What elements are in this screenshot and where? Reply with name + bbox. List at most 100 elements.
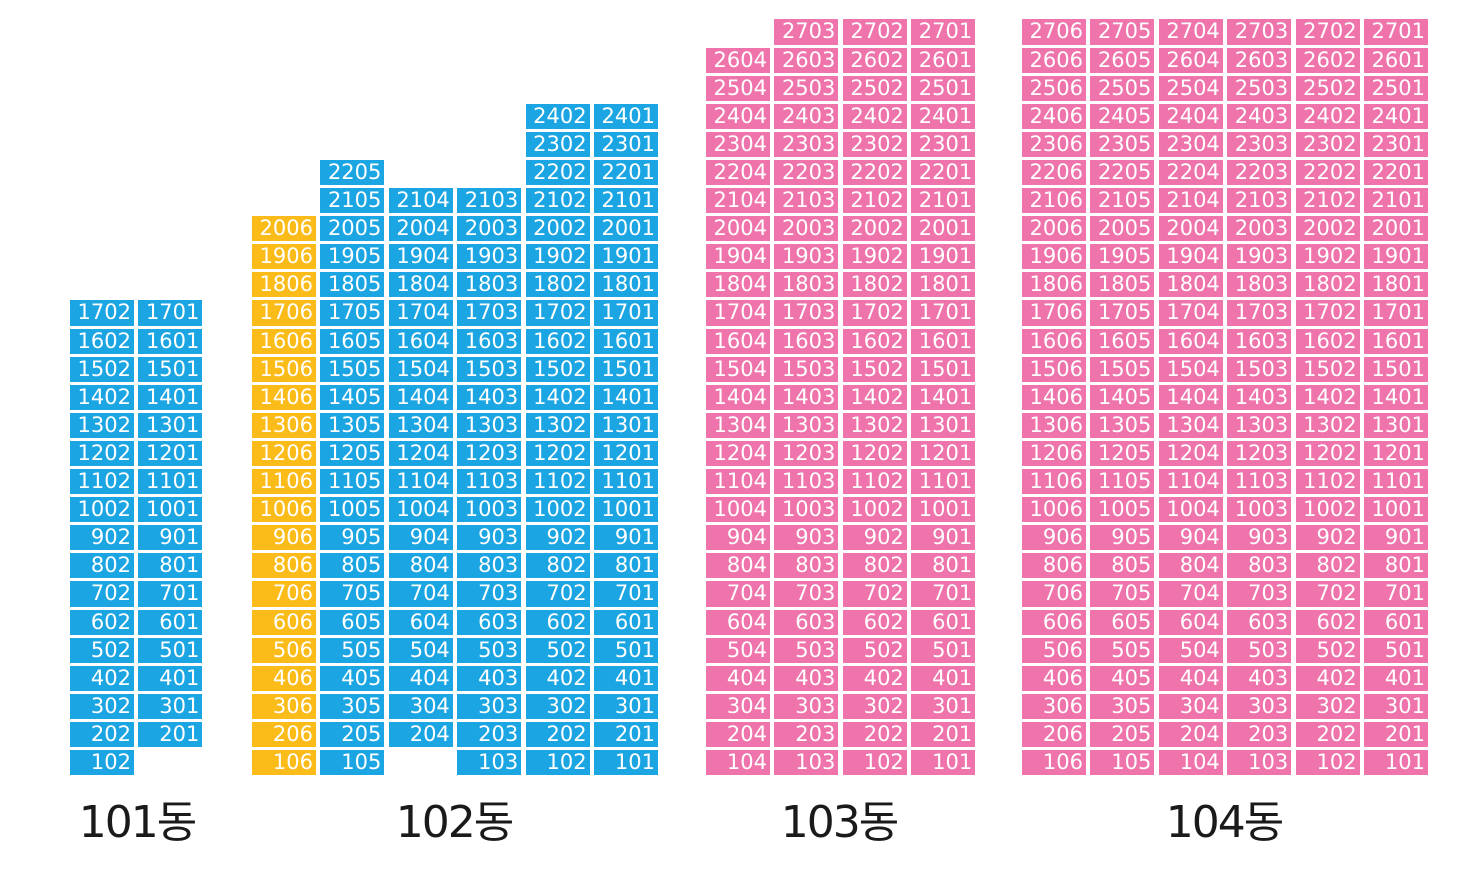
unit-905: 905 [320, 525, 385, 551]
unit-2103: 2103 [774, 188, 839, 214]
unit-1906: 1906 [1022, 244, 1086, 270]
unit-1304: 1304 [706, 412, 770, 438]
unit-1601: 1601 [911, 328, 976, 354]
unit-303: 303 [774, 693, 839, 719]
unit-1103: 1103 [774, 469, 839, 495]
unit-1101: 1101 [1364, 469, 1428, 495]
unit-206: 206 [252, 721, 316, 748]
unit-2206: 2206 [1022, 159, 1086, 186]
unit-606: 606 [1022, 609, 1086, 635]
unit-905: 905 [1090, 525, 1155, 551]
unit-1104: 1104 [1158, 469, 1223, 495]
unit-1506: 1506 [252, 356, 316, 382]
unit-1501: 1501 [138, 356, 203, 382]
unit-1506: 1506 [1022, 356, 1086, 382]
unit-2604: 2604 [1158, 47, 1223, 73]
unit-1604: 1604 [388, 328, 453, 354]
unit-1303: 1303 [774, 412, 839, 438]
unit-1306: 1306 [252, 412, 316, 438]
unit-1501: 1501 [911, 356, 976, 382]
unit-102: 102 [842, 750, 907, 776]
unit-2304: 2304 [706, 131, 770, 157]
unit-1603: 1603 [1227, 328, 1292, 354]
unit-803: 803 [457, 553, 522, 579]
unit-505: 505 [320, 637, 385, 663]
unit-1805: 1805 [1090, 272, 1155, 298]
unit-601: 601 [594, 609, 658, 635]
unit-101: 101 [911, 750, 976, 776]
unit-1903: 1903 [1227, 244, 1292, 270]
unit-2001: 2001 [911, 216, 976, 242]
unit-2102: 2102 [525, 188, 590, 214]
unit-1202: 1202 [70, 440, 134, 467]
unit-105: 105 [1090, 750, 1155, 776]
unit-2105: 2105 [1090, 188, 1155, 214]
unit-2203: 2203 [1227, 159, 1292, 186]
unit-306: 306 [1022, 693, 1086, 719]
unit-2004: 2004 [388, 216, 453, 242]
unit-301: 301 [594, 693, 658, 719]
unit-603: 603 [1227, 609, 1292, 635]
unit-1101: 1101 [138, 469, 203, 495]
unit-2701: 2701 [911, 19, 976, 45]
unit-203: 203 [774, 721, 839, 748]
unit-1401: 1401 [594, 384, 658, 410]
unit-904: 904 [706, 525, 770, 551]
unit-2704: 2704 [1158, 19, 1223, 45]
unit-1102: 1102 [1295, 469, 1360, 495]
unit-2602: 2602 [842, 47, 907, 73]
unit-1503: 1503 [774, 356, 839, 382]
unit-1106: 1106 [252, 469, 316, 495]
unit-604: 604 [1158, 609, 1223, 635]
unit-103: 103 [774, 750, 839, 776]
unit-701: 701 [594, 581, 658, 607]
unit-1704: 1704 [706, 300, 770, 326]
unit-1301: 1301 [911, 412, 976, 438]
unit-1706: 1706 [252, 300, 316, 326]
unit-2105: 2105 [320, 188, 385, 214]
unit-201: 201 [138, 721, 203, 748]
unit-1904: 1904 [1158, 244, 1223, 270]
unit-1802: 1802 [525, 272, 590, 298]
unit-2606: 2606 [1022, 47, 1086, 73]
unit-1004: 1004 [706, 497, 770, 523]
unit-1405: 1405 [1090, 384, 1155, 410]
unit-801: 801 [594, 553, 658, 579]
unit-1002: 1002 [70, 497, 134, 523]
unit-506: 506 [252, 637, 316, 663]
unit-502: 502 [70, 637, 134, 663]
unit-604: 604 [706, 609, 770, 635]
unit-1503: 1503 [1227, 356, 1292, 382]
unit-906: 906 [252, 525, 316, 551]
unit-1501: 1501 [594, 356, 658, 382]
unit-2301: 2301 [594, 131, 658, 157]
unit-1203: 1203 [457, 440, 522, 467]
unit-2402: 2402 [842, 103, 907, 129]
unit-1703: 1703 [774, 300, 839, 326]
unit-1101: 1101 [911, 469, 976, 495]
unit-2103: 2103 [457, 188, 522, 214]
unit-501: 501 [138, 637, 203, 663]
building-label-103: 103동 [780, 797, 899, 848]
unit-1806: 1806 [1022, 272, 1086, 298]
unit-803: 803 [1227, 553, 1292, 579]
unit-1505: 1505 [320, 356, 385, 382]
unit-801: 801 [138, 553, 203, 579]
unit-705: 705 [320, 581, 385, 607]
unit-2406: 2406 [1022, 103, 1086, 129]
unit-1402: 1402 [1295, 384, 1360, 410]
unit-904: 904 [1158, 525, 1223, 551]
unit-1901: 1901 [594, 244, 658, 270]
unit-1401: 1401 [911, 384, 976, 410]
unit-606: 606 [252, 609, 316, 635]
unit-205: 205 [1090, 721, 1155, 748]
unit-901: 901 [594, 525, 658, 551]
unit-1102: 1102 [525, 469, 590, 495]
unit-306: 306 [252, 693, 316, 719]
unit-406: 406 [1022, 665, 1086, 691]
unit-1701: 1701 [1364, 300, 1428, 326]
unit-303: 303 [1227, 693, 1292, 719]
unit-701: 701 [911, 581, 976, 607]
unit-2302: 2302 [842, 131, 907, 157]
unit-605: 605 [320, 609, 385, 635]
